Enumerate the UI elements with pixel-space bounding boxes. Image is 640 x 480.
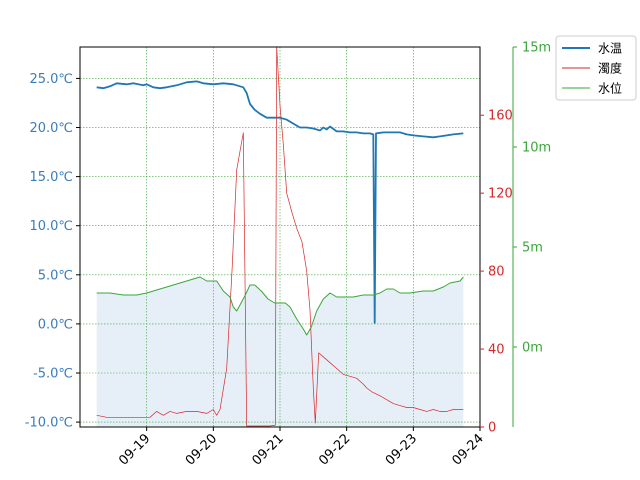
temperature-tick-label: 20.0℃ xyxy=(29,121,73,136)
legend-box xyxy=(555,35,637,101)
date-tick-label: 09-22 xyxy=(316,431,353,468)
temperature-tick-label: 5.0℃ xyxy=(38,268,73,283)
series-lines xyxy=(96,46,464,427)
water-level-tick-label: 5m xyxy=(522,241,543,256)
turbidity-tick-label: 160 xyxy=(488,109,513,124)
date-tick-label: 09-24 xyxy=(450,431,487,468)
date-tick-label: 09-23 xyxy=(383,431,420,468)
series-line-water_level xyxy=(96,276,464,336)
turbidity-tick-label: 80 xyxy=(488,265,505,280)
date-tick-label: 09-21 xyxy=(250,431,287,468)
water-level-axis: 15m 10m 5m 0m xyxy=(512,41,551,427)
water-level-tick-label: 10m xyxy=(522,141,551,156)
temperature-tick-label: 15.0℃ xyxy=(29,170,73,185)
turbidity-tick-label: 0 xyxy=(488,421,496,436)
series-line-turbidity xyxy=(96,46,464,427)
temperature-tick-label: 10.0℃ xyxy=(29,219,73,234)
turbidity-tick-label: 40 xyxy=(488,343,505,358)
temperature-tick-label: 25.0℃ xyxy=(29,72,73,87)
temperature-tick-label: 0.0℃ xyxy=(38,317,73,332)
turbidity-axis: 160 120 80 40 0 xyxy=(480,109,513,436)
date-tick-label: 09-20 xyxy=(183,431,220,468)
legend-label: 濁度 xyxy=(598,61,622,76)
temperature-axis: 25.0℃ 20.0℃ 15.0℃ 10.0℃ 5.0℃ 0.0℃ -5.0℃ -10.0℃ xyxy=(25,72,80,431)
series-line-temperature xyxy=(96,80,464,324)
water-level-tick-label: 0m xyxy=(522,341,543,356)
water-level-area xyxy=(96,277,464,427)
turbidity-tick-label: 120 xyxy=(488,187,513,202)
legend-label: 水位 xyxy=(598,81,622,96)
date-tick-label: 09-19 xyxy=(116,431,153,468)
water-level-tick-label: 15m xyxy=(522,41,551,56)
legend-label: 水温 xyxy=(598,42,622,56)
water-level-fill xyxy=(96,277,464,427)
temperature-tick-label: -5.0℃ xyxy=(33,366,73,381)
date-axis: 09-19 09-20 09-21 09-22 09-23 09-24 xyxy=(116,427,487,469)
temperature-tick-label: -10.0℃ xyxy=(25,416,73,431)
